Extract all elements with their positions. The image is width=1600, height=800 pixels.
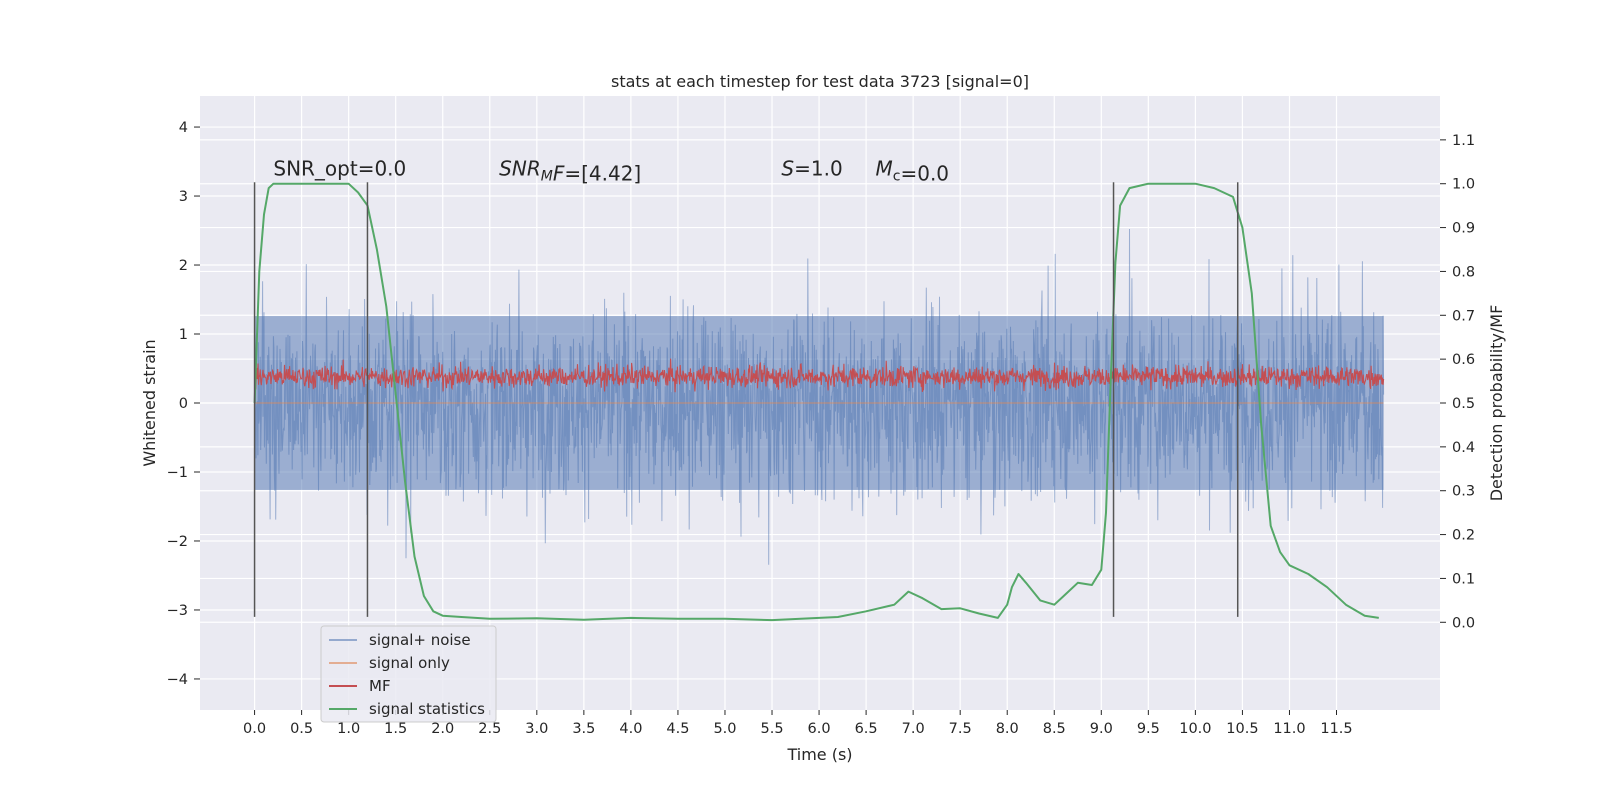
y-left-tick-label: 2 [179,258,188,274]
vertical-markers [253,182,1239,617]
x-tick-label: 0.0 [243,721,266,737]
legend-label-signal-noise: signal+ noise [369,631,471,649]
x-tick-label: 5.0 [713,721,736,737]
ticks: 0.0 0.5 1.0 1.5 2.0 2.5 3.0 3.5 4.0 4.5 5.0 5.5 6.0 6… [167,120,1475,737]
y-right-tick-label: 1.0 [1452,177,1475,193]
y-right-tick-label: 0.6 [1452,352,1475,368]
series-signal-statistics [253,182,1379,622]
x-tick-label: 4.5 [666,721,689,737]
x-tick-label: 10.0 [1179,721,1211,737]
x-tick-label: 0.5 [290,721,313,737]
y-left-tick-label: −4 [167,672,188,688]
annotation-text: SNRMF=[4.42] [499,156,641,185]
y-right-tick-label: 0.1 [1452,571,1475,587]
x-tick-label: 6.0 [808,721,831,737]
x-tick-label: 11.5 [1320,721,1352,737]
x-tick-label: 2.5 [478,721,501,737]
x-tick-label: 3.5 [572,721,595,737]
annotation-text: SNR_opt=0.0 [273,156,406,180]
legend-box [320,625,497,723]
y-right-tick-label: 0.5 [1452,396,1475,412]
x-tick-label: 8.5 [1043,721,1066,737]
y-right-tick-label: 0.8 [1452,264,1475,280]
x-tick-label: 5.5 [760,721,783,737]
x-tick-label: 8.0 [996,721,1019,737]
y-right-tick-label: 0.3 [1452,484,1475,500]
x-tick-label: 11.0 [1273,721,1305,737]
chart-title: stats at each timestep for test data 372… [611,72,1029,91]
x-tick-label: 2.0 [431,721,454,737]
legend-label-signal-statistics: signal statistics [369,700,485,718]
x-tick-label: 10.5 [1226,721,1258,737]
y-left-tick-label: 3 [179,189,188,205]
y-left-tick-label: 1 [179,327,188,343]
y-right-tick-label: 0.2 [1452,528,1475,544]
series-mf [254,358,1385,393]
y-right-tick-label: 0.9 [1452,221,1475,237]
x-tick-label: 9.5 [1137,721,1160,737]
signal-noise-line [254,228,1385,565]
x-tick-label: 6.5 [855,721,878,737]
y-left-tick-label: −2 [167,534,188,550]
y-left-tick-label: −3 [167,603,188,619]
y-right-tick-label: 0.4 [1452,440,1475,456]
y-left-tick-label: −1 [167,465,188,481]
x-tick-label: 9.0 [1090,721,1113,737]
x-tick-label: 7.0 [902,721,925,737]
y-axis-right-label: Detection probability/MF [1487,305,1506,502]
x-tick-label: 4.0 [619,721,642,737]
annotation-text: Mc=0.0 [876,156,950,185]
legend-label-signal-only: signal only [369,654,450,672]
signal-statistics-line [253,182,1379,622]
x-tick-label: 3.0 [525,721,548,737]
x-tick-label: 1.5 [384,721,407,737]
y-right-tick-label: 0.0 [1452,615,1475,631]
mf-line [254,358,1385,393]
x-tick-label: 1.0 [337,721,360,737]
y-right-tick-label: 1.1 [1452,133,1475,149]
y-axis-left-label: Whitened strain [140,339,159,466]
y-left-tick-label: 0 [179,396,188,412]
x-axis-label: Time (s) [786,745,852,764]
y-right-tick-label: 0.7 [1452,308,1475,324]
legend-label-mf: MF [369,677,391,695]
annotations: SNR_opt=0.0 SNRMF=[4.42] S=1.0 Mc=0.0 [273,156,949,185]
y-left-tick-label: 4 [179,120,188,136]
x-tick-label: 7.5 [949,721,972,737]
legend: signal+ noise signal only MF signal stat… [320,625,497,723]
annotation-text: S=1.0 [781,156,842,180]
